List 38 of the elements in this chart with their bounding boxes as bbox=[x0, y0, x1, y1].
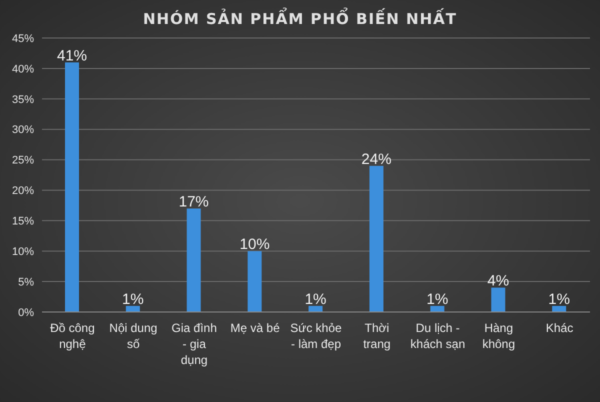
x-tick-label: Nội dung số bbox=[109, 321, 158, 351]
y-tick-label: 10% bbox=[12, 246, 34, 258]
y-tick-label: 5% bbox=[18, 276, 34, 288]
bar bbox=[430, 306, 444, 312]
x-tick-label: Gia đình - gia dụng bbox=[172, 321, 217, 367]
data-label: 1% bbox=[426, 290, 448, 308]
x-tick-label: Du lịch - khách sạn bbox=[410, 321, 466, 351]
data-label: 41% bbox=[56, 47, 88, 64]
bar bbox=[126, 306, 140, 312]
x-tick-label: Sức khỏe - làm đẹp bbox=[290, 321, 342, 351]
bar bbox=[308, 306, 323, 312]
data-label: 10% bbox=[240, 236, 270, 254]
data-label: 4% bbox=[487, 272, 510, 290]
data-label: 1% bbox=[548, 290, 570, 308]
x-tick-label: Khác bbox=[546, 321, 574, 335]
bar bbox=[65, 62, 79, 312]
bar bbox=[186, 208, 201, 312]
data-label: 17% bbox=[178, 193, 209, 210]
y-tick-label: 20% bbox=[12, 185, 34, 198]
x-tick-label: Thời trang bbox=[363, 321, 391, 351]
bar bbox=[369, 166, 384, 312]
y-tick-label: 0% bbox=[18, 306, 34, 319]
x-tick-label: Mẹ và bé bbox=[230, 321, 280, 335]
x-tick-label: Hàng không bbox=[482, 321, 516, 351]
data-label: 1% bbox=[122, 290, 144, 308]
x-tick-label: Đồ công nghệ bbox=[50, 321, 95, 351]
data-label: 24% bbox=[361, 150, 392, 168]
bar bbox=[248, 251, 262, 312]
y-tick-label: 40% bbox=[12, 63, 34, 76]
data-label: 1% bbox=[304, 290, 326, 308]
chart-title: NHÓM SẢN PHẨM PHỔ BIẾN NHẤT bbox=[142, 10, 458, 28]
y-tick-label: 35% bbox=[12, 94, 34, 106]
y-tick-label: 15% bbox=[12, 216, 34, 228]
y-tick-label: 25% bbox=[12, 154, 34, 167]
bar bbox=[491, 288, 506, 312]
y-tick-label: 30% bbox=[12, 124, 34, 136]
y-tick-label: 45% bbox=[12, 32, 34, 45]
bar bbox=[552, 306, 566, 312]
